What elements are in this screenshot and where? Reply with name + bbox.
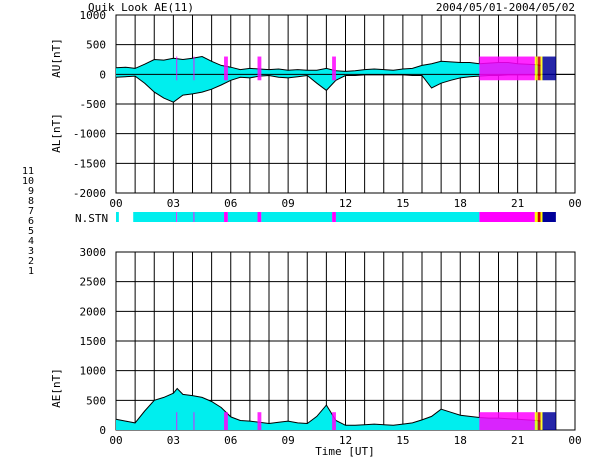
station-legend-number: 6 <box>28 216 34 227</box>
lower-station-highlight <box>176 412 178 430</box>
lower-ytick-label: 2000 <box>80 305 107 318</box>
lower-xtick-label: 09 <box>282 434 295 447</box>
station-segment <box>194 212 225 222</box>
station-legend-number: 10 <box>22 176 34 187</box>
lower-xtick-label: 00 <box>568 434 581 447</box>
upper-station-highlight <box>534 56 538 81</box>
station-segment <box>534 212 538 222</box>
station-segment <box>177 212 194 222</box>
upper-ytick-label: -2000 <box>73 187 106 200</box>
lower-station-highlight <box>257 412 262 430</box>
upper-xtick-label: 12 <box>339 197 352 210</box>
series-ae-area <box>116 388 541 430</box>
upper-station-highlight <box>479 56 535 81</box>
upper-xtick-label: 18 <box>454 197 467 210</box>
upper-xtick-label: 09 <box>282 197 295 210</box>
lower-xtick-label: 21 <box>511 434 524 447</box>
lower-station-highlight <box>332 412 336 430</box>
lower-ytick-label: 0 <box>99 424 106 437</box>
station-legend-number: 5 <box>28 226 34 237</box>
lower-station-highlight <box>479 412 535 430</box>
upper-ytick-label: -500 <box>80 98 107 111</box>
upper-xtick-label: 06 <box>224 197 237 210</box>
lower-station-highlight <box>534 412 538 430</box>
lower-xtick-label: 03 <box>167 434 180 447</box>
station-segment <box>193 212 195 222</box>
upper-xtick-label: 21 <box>511 197 524 210</box>
series-ae-line <box>115 387 541 426</box>
station-segment <box>224 212 228 222</box>
station-legend-number: 9 <box>28 186 34 197</box>
x-axis-label: Time [UT] <box>315 445 375 458</box>
station-legend-number: 7 <box>28 206 34 217</box>
station-segment <box>542 212 556 222</box>
upper-xtick-label: 00 <box>568 197 581 210</box>
upper-ylabel-top: AU[nT] <box>50 38 63 78</box>
lower-station-highlight <box>537 412 541 430</box>
station-segment <box>335 212 480 222</box>
station-segment <box>133 212 177 222</box>
lower-ylabel: AE[nT] <box>50 368 63 408</box>
upper-station-highlight <box>332 56 336 81</box>
station-legend-number: 2 <box>28 256 34 267</box>
station-legend-number: 11 <box>22 166 34 177</box>
upper-ytick-label: 1000 <box>80 9 107 22</box>
series-al-line <box>115 74 541 103</box>
lower-xtick-label: 12 <box>339 434 352 447</box>
lower-station-highlight <box>542 412 556 430</box>
station-legend-number: 3 <box>28 246 34 257</box>
date-range: 2004/05/01-2004/05/02 <box>436 1 575 14</box>
station-segment <box>176 212 178 222</box>
lower-ytick-label: 1500 <box>80 335 107 348</box>
upper-station-highlight <box>176 56 178 81</box>
lower-xtick-label: 00 <box>109 434 122 447</box>
upper-station-highlight <box>537 56 541 81</box>
upper-station-highlight <box>257 56 262 81</box>
lower-ytick-label: 500 <box>86 394 106 407</box>
lower-xtick-label: 06 <box>224 434 237 447</box>
lower-ytick-label: 3000 <box>80 246 107 259</box>
upper-station-highlight <box>224 56 228 81</box>
upper-frame <box>115 14 576 194</box>
station-legend-number: 4 <box>28 236 34 247</box>
series-au-line <box>115 55 541 72</box>
upper-station-highlight <box>542 56 556 81</box>
lower-xtick-label: 15 <box>396 434 409 447</box>
series-au-area <box>116 56 541 75</box>
station-bar-label: N.STN <box>75 212 108 225</box>
upper-xtick-label: 15 <box>396 197 409 210</box>
station-segment <box>257 212 262 222</box>
upper-station-highlight <box>540 56 543 81</box>
station-segment <box>540 212 543 222</box>
station-segment <box>227 212 258 222</box>
station-legend-number: 8 <box>28 196 34 207</box>
upper-ylabel-bottom: AL[nT] <box>50 113 63 153</box>
upper-ytick-label: -1000 <box>73 128 106 141</box>
upper-station-highlight <box>193 56 195 81</box>
station-segment <box>479 212 535 222</box>
station-segment <box>332 212 336 222</box>
lower-station-highlight <box>540 412 543 430</box>
station-segment <box>537 212 541 222</box>
upper-ytick-label: 0 <box>99 68 106 81</box>
station-segment <box>116 212 119 222</box>
lower-ytick-label: 2500 <box>80 276 107 289</box>
lower-station-highlight <box>193 412 195 430</box>
lower-station-highlight <box>224 412 228 430</box>
chart-title: Quik Look AE(11) <box>88 1 194 14</box>
station-segment <box>261 212 333 222</box>
upper-ytick-label: -1500 <box>73 157 106 170</box>
lower-ytick-label: 1000 <box>80 365 107 378</box>
station-legend-number: 1 <box>28 266 34 277</box>
station-bar <box>116 212 556 222</box>
lower-xtick-label: 18 <box>454 434 467 447</box>
upper-ytick-label: 500 <box>86 39 106 52</box>
upper-xtick-label: 03 <box>167 197 180 210</box>
upper-xtick-label: 00 <box>109 197 122 210</box>
